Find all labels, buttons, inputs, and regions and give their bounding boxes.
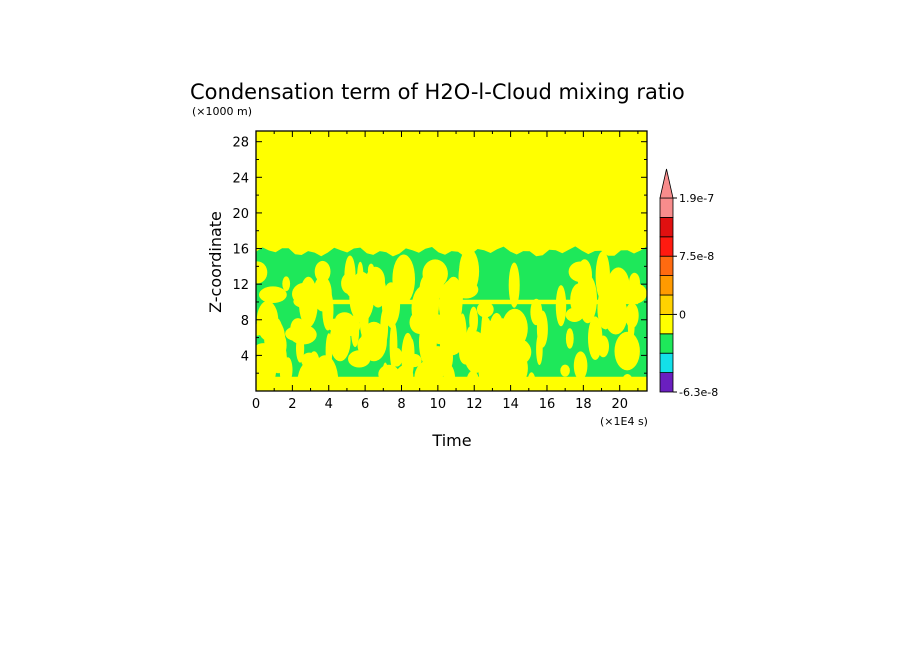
region-patch [412,297,436,313]
region-patch [344,255,356,297]
colorbar-level [659,197,674,218]
region-patch [360,321,387,362]
region-patch [507,339,532,365]
region-patch [476,301,494,318]
region-patch [432,326,447,345]
x-unit-label: (×1E4 s) [600,415,648,428]
colorbar-level [659,294,674,315]
colorbar-label: 1.9e-7 [679,192,714,205]
x-tick-label: 0 [252,397,260,412]
region-patch [380,308,389,346]
x-tick-label: 20 [611,397,628,412]
region-line [310,299,638,305]
colorbar-label: 7.5e-8 [679,250,714,263]
colorbar-level [659,333,674,354]
region-patch [357,261,364,289]
x-tick-label: 16 [539,397,556,412]
colorbar-level [659,313,674,335]
region-patch [560,364,570,377]
y-axis-label: Z-coordinate [206,211,225,313]
region-patch [508,262,520,308]
region-patch [279,349,288,386]
region-patch [257,345,266,371]
region-patch [625,302,639,329]
region-patch [325,333,333,370]
region-patch [314,260,331,283]
region-patch [614,331,640,371]
plot-frame [255,130,648,392]
colorbar-extend-arrow [659,168,674,199]
x-tick-label: 10 [430,397,447,412]
region-patch [351,315,360,348]
region-patch [458,263,467,290]
y-axis: 4 8 12 16 20 24 28 [232,136,647,374]
colorbar-label: -6.3e-8 [679,386,718,399]
region-patch [308,351,321,383]
region-patch [491,332,516,349]
colorbar-level [659,216,674,238]
x-tick-label: 18 [575,397,592,412]
region-patch [555,285,567,327]
x-tick-label: 6 [361,397,369,412]
region-patch [285,326,308,342]
x-tick-label: 2 [288,397,296,412]
region-patch [334,312,355,329]
x-axis-label: Time [431,431,471,450]
chart-title: Condensation term of H2O-l-Cloud mixing … [190,80,685,104]
contour-field [256,131,647,391]
region-patch [444,276,463,320]
region-patch [536,333,543,366]
colorbar: 1.9e-7 7.5e-8 0 -6.3e-8 [659,168,718,399]
y-tick-label: 28 [232,136,249,151]
region-patch [391,348,403,367]
region-patch [298,276,318,328]
region-patch [256,300,279,341]
region-patch [588,316,603,361]
y-tick-label: 4 [241,349,249,364]
region-patch [572,281,594,318]
region-patch [620,282,647,304]
region-patch [259,286,287,304]
y-tick-label: 12 [232,278,249,293]
region-patch [577,259,592,292]
x-tick-label: 12 [466,397,483,412]
x-tick-label: 14 [502,397,519,412]
region-patch [469,306,478,335]
y-tick-label: 8 [241,314,249,329]
region-patch [573,351,588,381]
colorbar-level [659,275,674,296]
region-patch [296,334,305,363]
colorbar-level [659,255,674,277]
region-bottom-strip [256,376,647,388]
region-patch [401,332,415,382]
region-patch [565,328,574,349]
colorbar-level [659,372,674,393]
colorbar-label: 0 [679,308,686,321]
colorbar-level [659,236,674,257]
y-tick-label: 24 [232,171,249,186]
x-tick-label: 4 [325,397,333,412]
x-tick-label: 8 [397,397,405,412]
region-patch [282,276,291,292]
region-patch [597,287,612,330]
y-unit-label: (×1000 m) [192,105,252,118]
region-patch [426,346,450,369]
region-patch [367,263,375,277]
region-patch [629,272,640,292]
region-patch [313,275,332,312]
colorbar-level [659,352,674,374]
region-patch [256,261,268,284]
y-tick-label: 16 [232,243,249,258]
y-tick-label: 20 [232,207,249,222]
x-axis: 0 2 4 6 8 10 12 14 16 18 20 [252,131,639,412]
region-patch [463,331,488,374]
